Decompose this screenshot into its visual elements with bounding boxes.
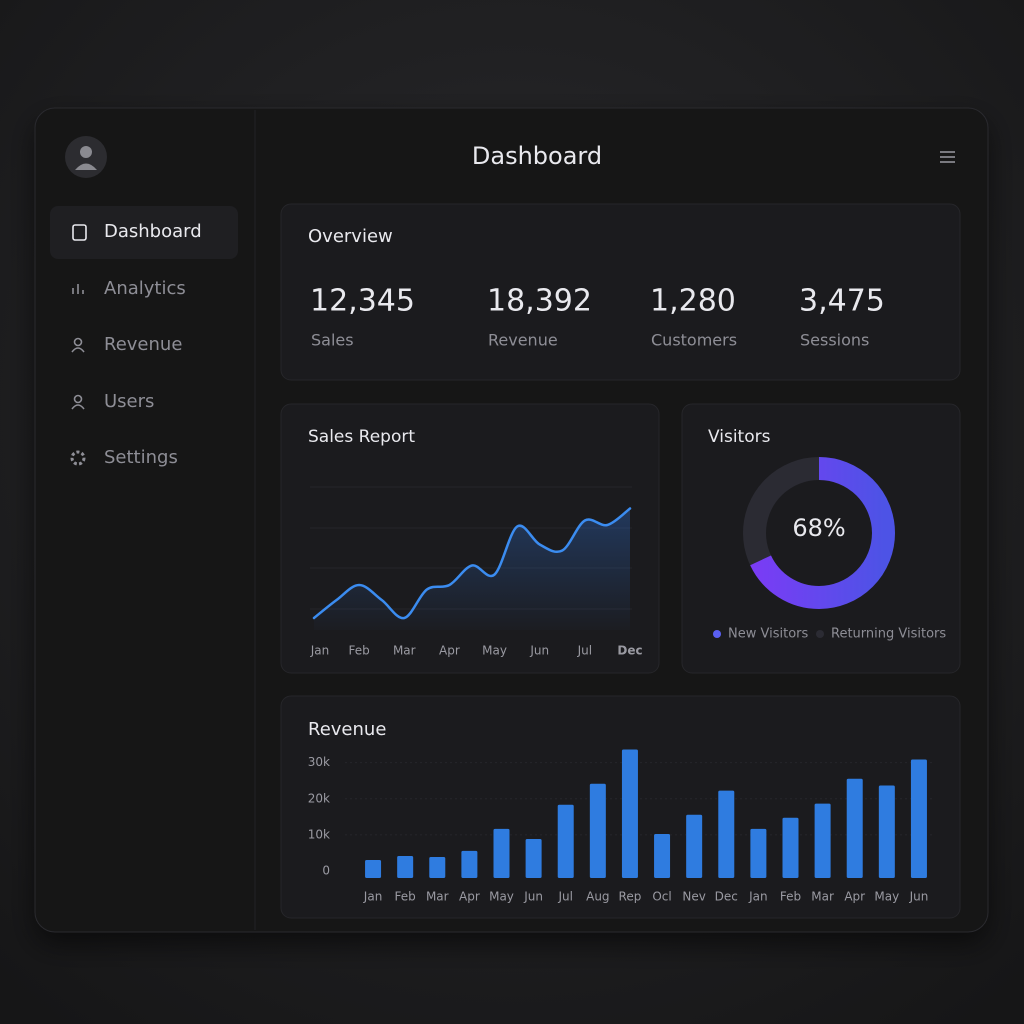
donut-label: 68% bbox=[792, 514, 845, 542]
nav-revenue[interactable]: Revenue bbox=[71, 334, 182, 355]
bar bbox=[718, 790, 735, 878]
bar bbox=[621, 749, 638, 878]
bar bbox=[397, 855, 414, 878]
bar bbox=[654, 833, 671, 878]
avatar-body bbox=[75, 163, 97, 170]
visitors-chart: 68% New Visitors Returning Visitors bbox=[713, 457, 946, 642]
icon bbox=[73, 394, 83, 404]
x-tick-label: Apr bbox=[844, 890, 865, 904]
x-tick-label: Rep bbox=[619, 890, 642, 904]
card-title: Overview bbox=[308, 226, 393, 247]
x-tick-label: May bbox=[489, 890, 514, 904]
visitors-card bbox=[681, 403, 961, 674]
page-title: Dashboard bbox=[472, 142, 602, 170]
nav-dashboard[interactable]: Dashboard bbox=[72, 221, 202, 242]
sidebar: Dashboard Analytics Revenue Users Settin… bbox=[50, 136, 238, 468]
menu-button[interactable] bbox=[940, 151, 955, 163]
stat-label: Sessions bbox=[800, 331, 869, 350]
stat-label: Revenue bbox=[488, 331, 558, 350]
x-tick-label: Jun bbox=[529, 644, 549, 658]
x-tick-label: May bbox=[482, 644, 507, 658]
x-tick-label: Jun bbox=[909, 890, 929, 904]
icon bbox=[71, 347, 85, 353]
overview-card bbox=[280, 203, 961, 381]
icon bbox=[72, 224, 87, 241]
x-tick-label: Jan bbox=[363, 890, 383, 904]
x-tick-label: Dec bbox=[715, 890, 738, 904]
legend-label: Returning Visitors bbox=[831, 627, 946, 642]
stat-label: Sales bbox=[311, 331, 354, 350]
legend-label: New Visitors bbox=[728, 627, 808, 642]
x-tick-label: Mar bbox=[426, 890, 449, 904]
x-tick-label: Jul bbox=[577, 644, 592, 658]
nav-label: Revenue bbox=[104, 334, 182, 355]
nav-users[interactable]: Users bbox=[71, 391, 154, 412]
icon bbox=[72, 284, 84, 294]
card-title: Revenue bbox=[308, 719, 386, 740]
stat-value: 12,345 bbox=[310, 284, 415, 319]
bar bbox=[525, 839, 542, 878]
icon bbox=[73, 337, 83, 347]
bar bbox=[686, 814, 703, 878]
bar bbox=[878, 785, 895, 878]
stat-label: Customers bbox=[651, 331, 737, 350]
stat-value: 3,475 bbox=[799, 284, 885, 319]
sales-chart: Jan Feb Mar Apr May Jun Jul Dec bbox=[310, 507, 643, 658]
legend-swatch bbox=[713, 630, 721, 638]
stats: 12,345 Sales 18,392 Revenue 1,280 Customers 3,… bbox=[310, 284, 885, 350]
x-tick-label: Nev bbox=[682, 890, 705, 904]
x-tick-label: May bbox=[874, 890, 899, 904]
x-tick-label: Aug bbox=[586, 890, 609, 904]
bar bbox=[493, 828, 510, 878]
x-tick-label: Jan bbox=[310, 644, 330, 658]
icon bbox=[71, 404, 85, 410]
card-title: Visitors bbox=[708, 427, 771, 447]
x-tick-label: Feb bbox=[395, 890, 416, 904]
x-tick-label: Jun bbox=[523, 890, 543, 904]
stat-value: 18,392 bbox=[487, 284, 592, 319]
card-title: Sales Report bbox=[308, 427, 415, 447]
donut-segment bbox=[743, 457, 895, 609]
x-tick-label: Feb bbox=[780, 890, 801, 904]
x-tick-label: Jan bbox=[748, 890, 768, 904]
x-tick-label: Dec bbox=[617, 644, 642, 658]
nav-analytics[interactable]: Analytics bbox=[72, 278, 186, 299]
bar bbox=[589, 783, 606, 878]
x-tick-label: Ocl bbox=[652, 890, 671, 904]
x-tick-label: Mar bbox=[393, 644, 416, 658]
bar bbox=[365, 859, 382, 878]
nav-settings[interactable]: Settings bbox=[70, 447, 178, 468]
x-tick-label: Mar bbox=[811, 890, 834, 904]
nav-label: Dashboard bbox=[104, 221, 202, 242]
x-tick-label: Jul bbox=[557, 890, 572, 904]
icon bbox=[70, 450, 86, 466]
bar bbox=[782, 817, 799, 878]
y-tick-label: 20k bbox=[308, 791, 330, 805]
y-tick-label: 10k bbox=[308, 827, 330, 841]
x-tick-label: Apr bbox=[439, 644, 460, 658]
bar bbox=[846, 778, 863, 878]
sales-line bbox=[312, 507, 632, 620]
active-item-bg bbox=[50, 206, 238, 259]
bar bbox=[557, 804, 574, 878]
bar bbox=[750, 828, 767, 878]
nav-label: Settings bbox=[104, 447, 178, 468]
y-tick-label: 0 bbox=[322, 864, 330, 878]
sales-area bbox=[314, 508, 630, 630]
avatar-head bbox=[80, 146, 92, 158]
bar bbox=[814, 803, 831, 878]
nav-label: Analytics bbox=[104, 278, 186, 299]
nav-label: Users bbox=[104, 391, 154, 412]
x-tick-label: Apr bbox=[459, 890, 480, 904]
bar bbox=[429, 857, 446, 878]
y-tick-label: 30k bbox=[308, 755, 330, 769]
x-tick-label: Feb bbox=[349, 644, 370, 658]
revenue-chart: 0 10k 20k 30k Jan Feb Mar Apr May Jun Jul Aug Rep Ocl… bbox=[308, 749, 935, 904]
bar bbox=[461, 850, 478, 878]
legend-swatch bbox=[816, 630, 824, 638]
stat-value: 1,280 bbox=[650, 284, 736, 319]
bar bbox=[910, 759, 927, 878]
